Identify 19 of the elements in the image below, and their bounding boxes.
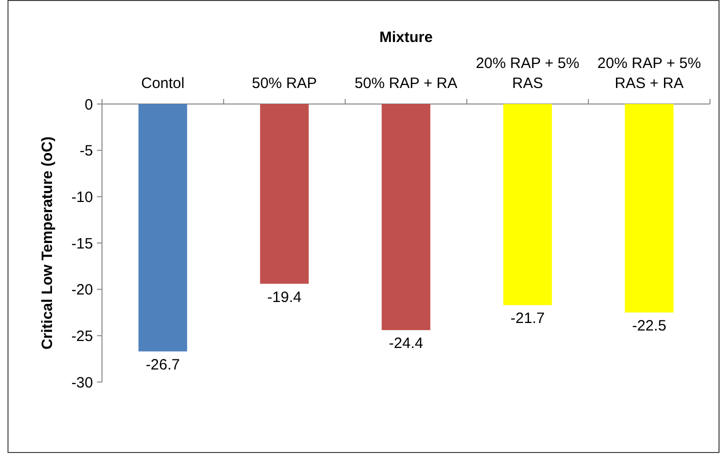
y-tick-label: -5: [80, 142, 93, 160]
data-label: -19.4: [267, 288, 302, 306]
x-tick-label: Contol: [141, 75, 184, 92]
data-label: -26.7: [146, 356, 180, 374]
x-tick-label: 50% RAP + RA: [354, 75, 458, 92]
data-label: -24.4: [388, 335, 424, 352]
data-label: -22.5: [632, 318, 666, 334]
x-tick-label: 20% RAP + 5% RAS: [476, 55, 580, 92]
y-tick-label: -25: [71, 328, 93, 345]
data-label: -21.7: [510, 310, 545, 328]
x-tick-label: 20% RAP + 5% RAS + RA: [597, 55, 701, 92]
x-tick-label: 50% RAP: [252, 75, 317, 92]
y-tick-label: -15: [71, 235, 93, 252]
y-tick-label: 0: [84, 96, 93, 114]
x-axis-title: Mixture: [379, 29, 433, 46]
y-axis-title: Critical Low Temperature (oC): [39, 136, 56, 350]
y-tick-label: -20: [71, 282, 93, 299]
y-tick-label: -30: [71, 374, 93, 392]
y-tick-label: -10: [71, 188, 93, 206]
